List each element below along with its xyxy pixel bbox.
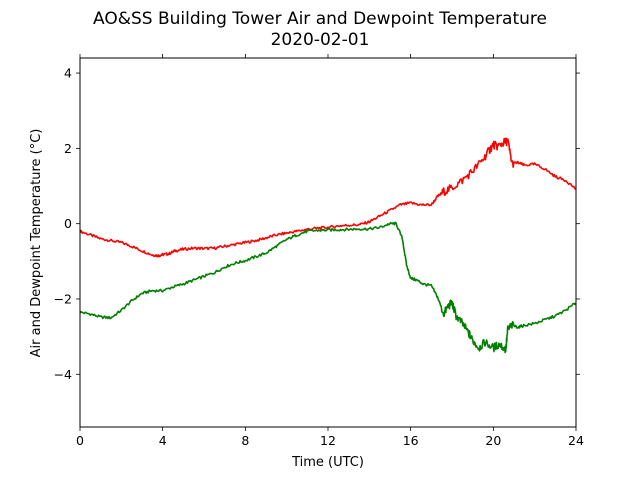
- y-tick-label: −4: [54, 367, 72, 382]
- x-tick-label: 12: [320, 433, 336, 448]
- x-tick-label: 8: [241, 433, 249, 448]
- chart-title: AO&SS Building Tower Air and Dewpoint Te…: [93, 9, 547, 29]
- x-tick-label: 24: [568, 433, 584, 448]
- y-tick-label: 0: [64, 216, 72, 231]
- chart-subtitle: 2020-02-01: [271, 30, 370, 50]
- x-tick-label: 16: [403, 433, 419, 448]
- x-tick-label: 20: [485, 433, 501, 448]
- y-tick-label: 2: [64, 141, 72, 156]
- series-line-dewpoint-temperature: [79, 221, 577, 354]
- x-tick-label: 0: [76, 433, 84, 448]
- x-axis-label: Time (UTC): [291, 455, 364, 470]
- x-tick-label: 4: [159, 433, 167, 448]
- series-line-air-temperature: [79, 137, 577, 258]
- y-tick-label: 4: [64, 66, 72, 81]
- series-layer: [79, 137, 577, 354]
- y-tick-label: −2: [54, 291, 72, 306]
- y-axis-label: Air and Dewpoint Temperature (°C): [29, 129, 44, 358]
